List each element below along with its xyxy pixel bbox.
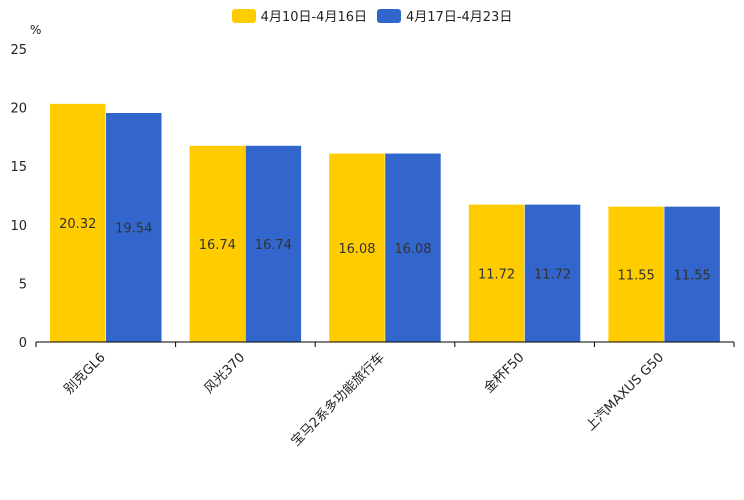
y-tick-label: 10 <box>10 219 27 234</box>
x-category-label: 宝马2系多功能旅行车 <box>288 350 388 450</box>
y-tick-label: 20 <box>10 102 27 117</box>
data-label: 19.54 <box>115 221 152 236</box>
data-label: 11.72 <box>534 267 571 282</box>
legend-swatch-series-1 <box>231 8 256 23</box>
bar-series-2-0[interactable] <box>106 112 162 342</box>
data-label: 11.72 <box>478 267 515 282</box>
legend-swatch-series-2 <box>377 8 401 23</box>
bar-series-1-0[interactable] <box>50 103 106 342</box>
data-label: 11.55 <box>674 268 711 283</box>
bar-series-1-1[interactable] <box>189 145 246 342</box>
bar-series-1-4[interactable] <box>608 206 664 342</box>
legend: 4月10日-4月16日 4月17日-4月23日 <box>0 6 744 25</box>
bar-series-2-4[interactable] <box>664 206 720 342</box>
data-label: 20.32 <box>59 217 96 232</box>
bar-series-1-2[interactable] <box>329 153 385 342</box>
bar-series-2-3[interactable] <box>524 204 581 342</box>
legend-label-series-1: 4月10日-4月16日 <box>260 10 367 25</box>
y-tick-label: 25 <box>10 43 27 58</box>
data-label: 11.55 <box>618 268 655 283</box>
data-label: 16.08 <box>394 242 431 257</box>
x-category-label: 金杯F50 <box>481 350 528 397</box>
bar-series-2-2[interactable] <box>385 153 441 342</box>
y-tick-label: 5 <box>19 277 27 292</box>
bar-series-2-1[interactable] <box>245 145 302 342</box>
legend-label-series-2: 4月17日-4月23日 <box>406 10 513 25</box>
data-label: 16.74 <box>199 238 236 253</box>
x-category-label: 别克GL6 <box>62 350 109 397</box>
data-label: 16.08 <box>338 242 375 257</box>
y-axis-unit-label: % <box>30 23 41 37</box>
legend-item-series-1[interactable]: 4月10日-4月16日 <box>231 6 367 25</box>
data-label: 16.74 <box>255 238 292 253</box>
bar-series-1-3[interactable] <box>468 204 525 342</box>
y-tick-label: 15 <box>10 160 27 175</box>
x-category-label: 上汽MAXUS G50 <box>583 350 667 434</box>
legend-item-series-2[interactable]: 4月17日-4月23日 <box>377 6 512 25</box>
y-tick-label: 0 <box>19 336 27 351</box>
x-category-label: 风光370 <box>202 350 249 397</box>
